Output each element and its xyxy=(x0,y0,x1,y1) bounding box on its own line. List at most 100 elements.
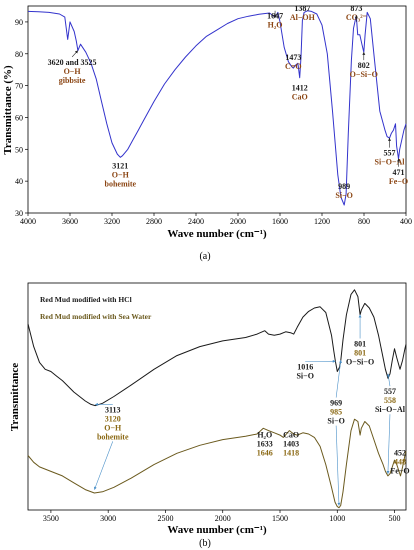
panel-b-annotation-text: 985 xyxy=(330,408,342,417)
panel-a-y-tick-label: 40 xyxy=(15,177,23,186)
panel-b-x-tick-label: 1000 xyxy=(329,514,345,523)
panel-a-x-tick-label: 800 xyxy=(358,217,370,226)
panel-a-x-axis-label: Wave number (cm⁻¹) xyxy=(167,228,267,240)
panel-b-series-line-1 xyxy=(27,418,407,509)
panel-a-x-tick-label: 400 xyxy=(400,217,412,226)
panel-a-chart: 4000 3600 3200 2800 2400 2000 1600 1200 800 400 30… xyxy=(2,4,412,262)
panel-a-x-tick-label: 2800 xyxy=(146,217,162,226)
panel-a-annotation-text: Al−OH xyxy=(290,13,316,22)
panel-a-annotation-text: C=O xyxy=(285,62,302,71)
panel-b-annotation-text: 1646 xyxy=(257,448,273,457)
panel-a-annotation-text: 1473 xyxy=(285,53,301,62)
panel-b-annotation-text: 452 xyxy=(394,449,406,458)
panel-b-x-tick-label: 2500 xyxy=(157,514,173,523)
panel-a-annotation-text: H₂O xyxy=(268,21,283,30)
panel-a-annotation-text: O−Si−O xyxy=(350,70,378,79)
panel-a-series-line-0 xyxy=(27,10,407,206)
panel-b-x-tick-label: 2000 xyxy=(215,514,231,523)
panel-b-annotation-text: 1403 xyxy=(283,439,299,448)
panel-b-annotation-text: H₂O xyxy=(257,430,272,439)
panel-b-series xyxy=(27,289,407,509)
panel-a-annotation-text: 1412 xyxy=(292,83,308,92)
panel-b-annotation-arrow xyxy=(335,359,342,398)
panel-b-annotation-text: 3113 xyxy=(105,405,121,414)
panel-b-annotation-text: 1633 xyxy=(257,439,273,448)
panel-b-annotation-text: 448 xyxy=(394,458,406,467)
panel-b-annotation-arrow xyxy=(386,373,391,387)
panel-a-x-tick-label: 2400 xyxy=(188,217,204,226)
panel-b-annotation-text: 801 xyxy=(354,340,366,349)
panel-b-annotation-text: 801 xyxy=(354,349,366,358)
panel-a-annotation-text: 1387 xyxy=(294,4,310,13)
panel-b-y-axis-label: Transmittance xyxy=(9,363,21,431)
panel-a-annotation-text: 3620 and 3525 xyxy=(48,58,97,67)
panel-a-axes: 4000 3600 3200 2800 2400 2000 1600 1200 800 400 30… xyxy=(15,18,412,226)
panel-a-annotation-text: 802 xyxy=(358,61,370,70)
panel-b-annotations: 31133120O−Hbohemite1016Si−O801801O−Si−O9… xyxy=(93,314,410,506)
panel-a-annotation-text: Fe−O xyxy=(389,177,408,186)
panel-a-annotation-text: CaO xyxy=(292,92,308,101)
panel-b-annotation-text: bohemite xyxy=(97,432,129,441)
legend-entry-hcl: Red Mud modified with HCl xyxy=(40,295,132,304)
panel-b-annotation-text: 3120 xyxy=(105,414,121,423)
panel-a-y-tick-label: 80 xyxy=(15,50,23,59)
panel-b-annotation-text: 969 xyxy=(330,399,342,408)
panel-b-annotation-arrow xyxy=(93,441,114,490)
panel-a-annotation-text: O−H xyxy=(112,170,130,179)
panel-a-y-axis-label: Transmittance (%) xyxy=(2,65,14,155)
panel-a-annotation-arrow xyxy=(71,50,79,58)
panel-a-annotations: 3620 and 3525O−Hgibbsite3121O−Hbohemite1… xyxy=(48,4,409,200)
panel-a-y-tick-label: 60 xyxy=(15,113,23,122)
panel-b-annotation-text: O−H xyxy=(104,423,122,432)
panel-a-annotation-text: bohemite xyxy=(105,179,137,188)
panel-b-plot-frame xyxy=(27,282,407,511)
panel-b-annotation-arrow xyxy=(386,414,391,474)
panel-b-chart: 3500 3000 2500 2000 1500 1000 500 31133120O−Hb… xyxy=(9,282,410,549)
panel-b-label: (b) xyxy=(199,538,211,549)
panel-a-annotation-text: Si−O xyxy=(335,191,352,200)
panel-a-x-tick-label: 1200 xyxy=(314,217,330,226)
panel-a-annotation-text: gibbsite xyxy=(59,76,86,85)
panel-a-annotation-text: 557 xyxy=(384,149,396,158)
panel-a-x-tick-label: 3200 xyxy=(104,217,120,226)
legend-entry-sea-water: Red Mud modified with Sea Water xyxy=(40,312,152,321)
panel-b-annotation-text: O−Si−O xyxy=(346,358,374,367)
panel-a-y-tick-label: 30 xyxy=(15,209,23,218)
panel-b-x-tick-label: 1500 xyxy=(272,514,288,523)
panel-b-annotation-text: Si−O xyxy=(296,371,313,380)
panel-b-annotation-text: CaO xyxy=(283,430,299,439)
panel-a-y-tick-label: 50 xyxy=(15,145,23,154)
panel-b-annotation-text: 1016 xyxy=(297,362,313,371)
panel-a-plot-frame xyxy=(27,5,407,214)
panel-b-annotation-text: Fe−O xyxy=(390,467,409,476)
panel-b-legend: Red Mud modified with HCl Red Mud modifi… xyxy=(40,295,152,321)
panel-a-annotation-text: 471 xyxy=(393,168,405,177)
panel-b-annotation-text: 557 xyxy=(384,387,396,396)
panel-a-label: (a) xyxy=(199,251,210,262)
panel-a-y-tick-label: 70 xyxy=(15,82,23,91)
panel-b-annotation-arrow xyxy=(335,425,341,506)
panel-a-annotation-text: O−H xyxy=(64,67,82,76)
panel-a-x-tick-label: 4000 xyxy=(20,217,36,226)
panel-b-axes: 3500 3000 2500 2000 1500 1000 500 xyxy=(43,510,401,523)
panel-b-x-tick-label: 3000 xyxy=(100,514,116,523)
panel-a-x-tick-label: 3600 xyxy=(62,217,78,226)
